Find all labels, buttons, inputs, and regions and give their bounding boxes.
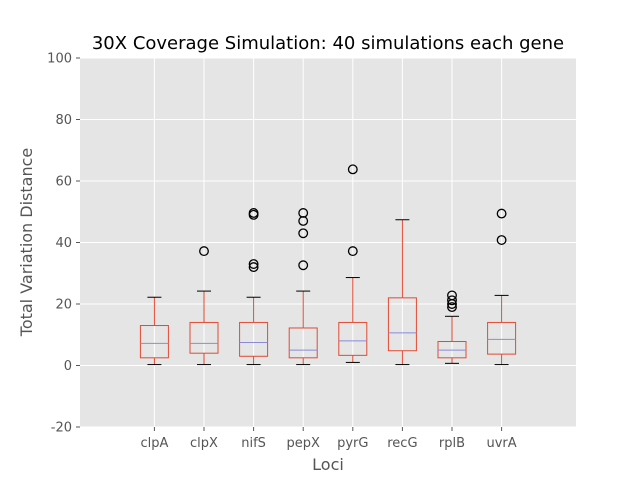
x-tick-label: pepX — [286, 436, 320, 451]
x-tick-label: recG — [387, 436, 417, 451]
outlier-point — [298, 208, 309, 218]
x-tick-label: clpA — [140, 436, 168, 451]
outlier-point — [447, 302, 457, 313]
box-pepX — [288, 208, 318, 366]
y-tick-label: 60 — [55, 175, 72, 190]
outlier-point — [199, 246, 209, 257]
outlier-point — [496, 235, 507, 245]
x-tick-label: pyrG — [337, 436, 368, 451]
iqr-box — [239, 321, 269, 357]
outlier-point — [347, 164, 358, 175]
y-tick-label: 40 — [55, 236, 72, 251]
y-axis-ticks: -20 0 20 40 60 80 100 — [47, 52, 80, 436]
outlier-point — [248, 208, 259, 218]
y-tick-label: 0 — [64, 359, 72, 374]
outlier-point — [298, 260, 309, 271]
y-tick-label: -20 — [51, 421, 72, 436]
y-axis-label: Total Variation Distance — [17, 148, 36, 337]
iqr-box — [387, 297, 417, 352]
box-uvrA — [487, 208, 517, 366]
boxes — [139, 164, 517, 366]
box-clpA — [139, 296, 169, 366]
outlier-point — [248, 259, 259, 269]
iqr-box — [338, 321, 368, 356]
box-rplB — [437, 290, 467, 364]
box-recG — [387, 219, 417, 366]
box-pyrG — [338, 164, 368, 363]
x-tick-label: rplB — [439, 436, 465, 451]
outlier-point — [447, 290, 457, 301]
x-tick-label: uvrA — [487, 436, 517, 451]
y-tick-label: 80 — [55, 113, 72, 128]
x-axis-label: Loci — [312, 455, 344, 474]
outlier-point — [248, 262, 259, 273]
grid-lines — [80, 57, 576, 428]
x-tick-label: nifS — [241, 436, 266, 451]
outlier-point — [298, 228, 309, 239]
box-clpX — [189, 246, 219, 366]
x-axis-ticks: clpA clpX nifS pepX pyrG recG rplB uvrA — [140, 427, 517, 451]
iqr-box — [288, 327, 318, 359]
outlier-point — [496, 208, 507, 219]
iqr-box — [487, 321, 517, 355]
iqr-box — [189, 321, 219, 354]
y-tick-label: 100 — [47, 52, 72, 67]
y-tick-label: 20 — [55, 298, 72, 313]
box-nifS — [239, 208, 269, 366]
iqr-box — [139, 325, 169, 359]
outlier-point — [347, 246, 358, 257]
outlier-point — [447, 295, 457, 306]
x-tick-label: clpX — [190, 436, 218, 451]
chart-title: 30X Coverage Simulation: 40 simulations … — [92, 33, 564, 54]
